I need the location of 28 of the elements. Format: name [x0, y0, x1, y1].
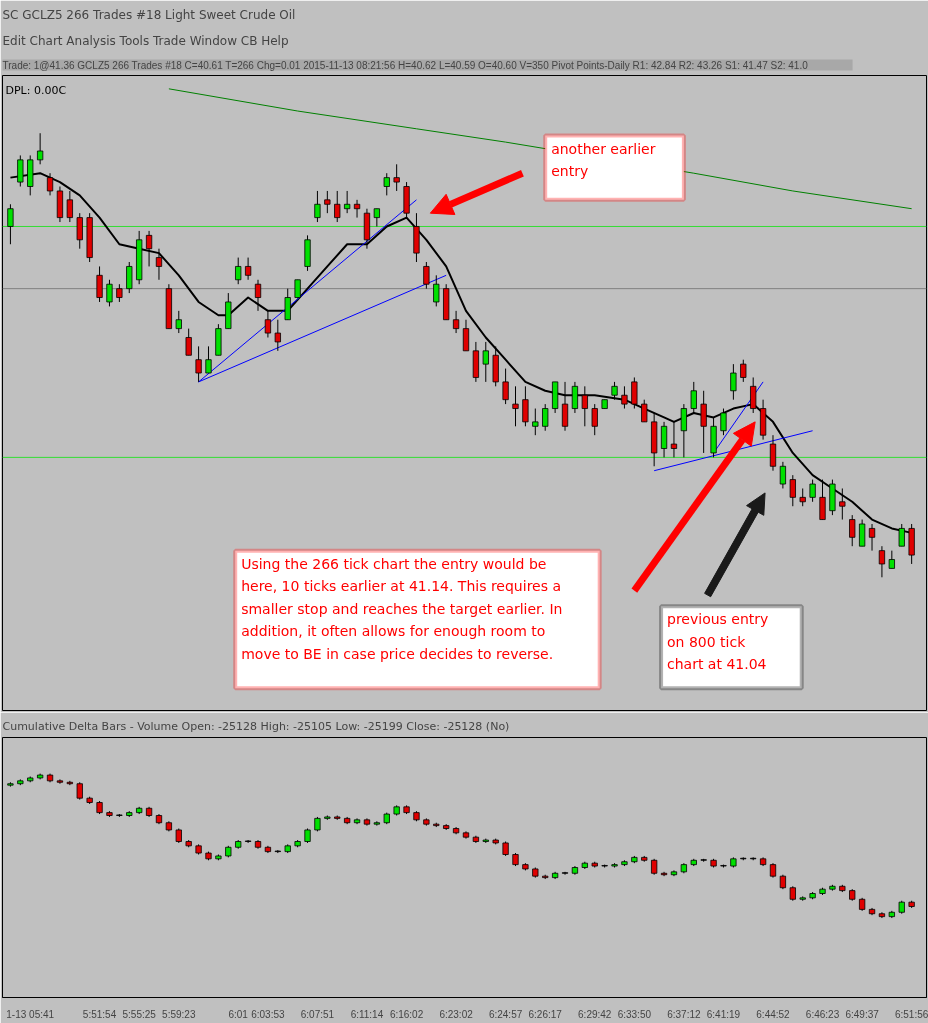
x-tick-label: 6:03:53: [251, 1008, 286, 1020]
x-tick-label: 6:51:56: [894, 1008, 928, 1020]
x-tick-label: 6:41:19: [706, 1008, 741, 1020]
annotation: Using the 266 tick chart the entry would be here, 10 ticks earlier at 41.14. This requires a smaller stop and reaches the target earlier. In addition, it often allows for enough room to move to BE in case price decides to reverse.: [241, 555, 563, 662]
x-tick-label: 5:55:25: [122, 1008, 157, 1020]
chart-title: SC GCLZ5 266 Trades #18 Light Sweet Crude Oil: [2, 7, 296, 22]
x-tick-label: 6:46:23: [805, 1008, 840, 1020]
x-tick-label: 5:59:23: [162, 1008, 196, 1020]
annotation: another earlier entry: [551, 140, 656, 180]
x-tick-label: 5:51:54: [82, 1008, 117, 1020]
chart-title: Cumulative Delta Bars - Volume Open: -25128 High: -25105 Low: -25199 Close: -25128 (No): [2, 719, 510, 733]
text: Edit Chart Analysis Tools Trade Window CB Help: [2, 33, 289, 48]
x-tick-label: 1-13 05:41: [6, 1008, 55, 1020]
x-tick-label: 6:01: [228, 1008, 249, 1020]
x-tick-label: 6:07:51: [300, 1008, 335, 1020]
x-tick-label: 6:37:12: [667, 1008, 701, 1020]
x-tick-label: 6:26:17: [528, 1008, 563, 1020]
x-tick-label: 6:16:02: [389, 1008, 424, 1020]
x-tick-label: 6:23:02: [439, 1008, 474, 1020]
x-tick-label: 6:11:14: [350, 1008, 384, 1020]
x-tick-label: 6:44:52: [756, 1008, 791, 1020]
text: previous entry on 800 tick chart at 41.04: [667, 611, 769, 673]
x-tick-label: 6:24:57: [488, 1008, 523, 1020]
x-tick-label: 6:49:37: [845, 1008, 880, 1020]
text: DPL: 0.00C: [5, 84, 67, 98]
x-tick-label: 6:29:42: [578, 1008, 612, 1020]
x-tick-label: 6:33:50: [617, 1008, 652, 1020]
chart-subtitle: Trade: 1@41.36 GCLZ5 266 Trades #18 C=40.61 T=266 Chg=0.01 2015-11-13 08:21:56 H=40.62 L=40.59 O=40.60 V=350 Pivot Points-Daily R1: 42.84 R2: 43.26 S1: 41.47 S2: 41.0: [2, 59, 809, 71]
